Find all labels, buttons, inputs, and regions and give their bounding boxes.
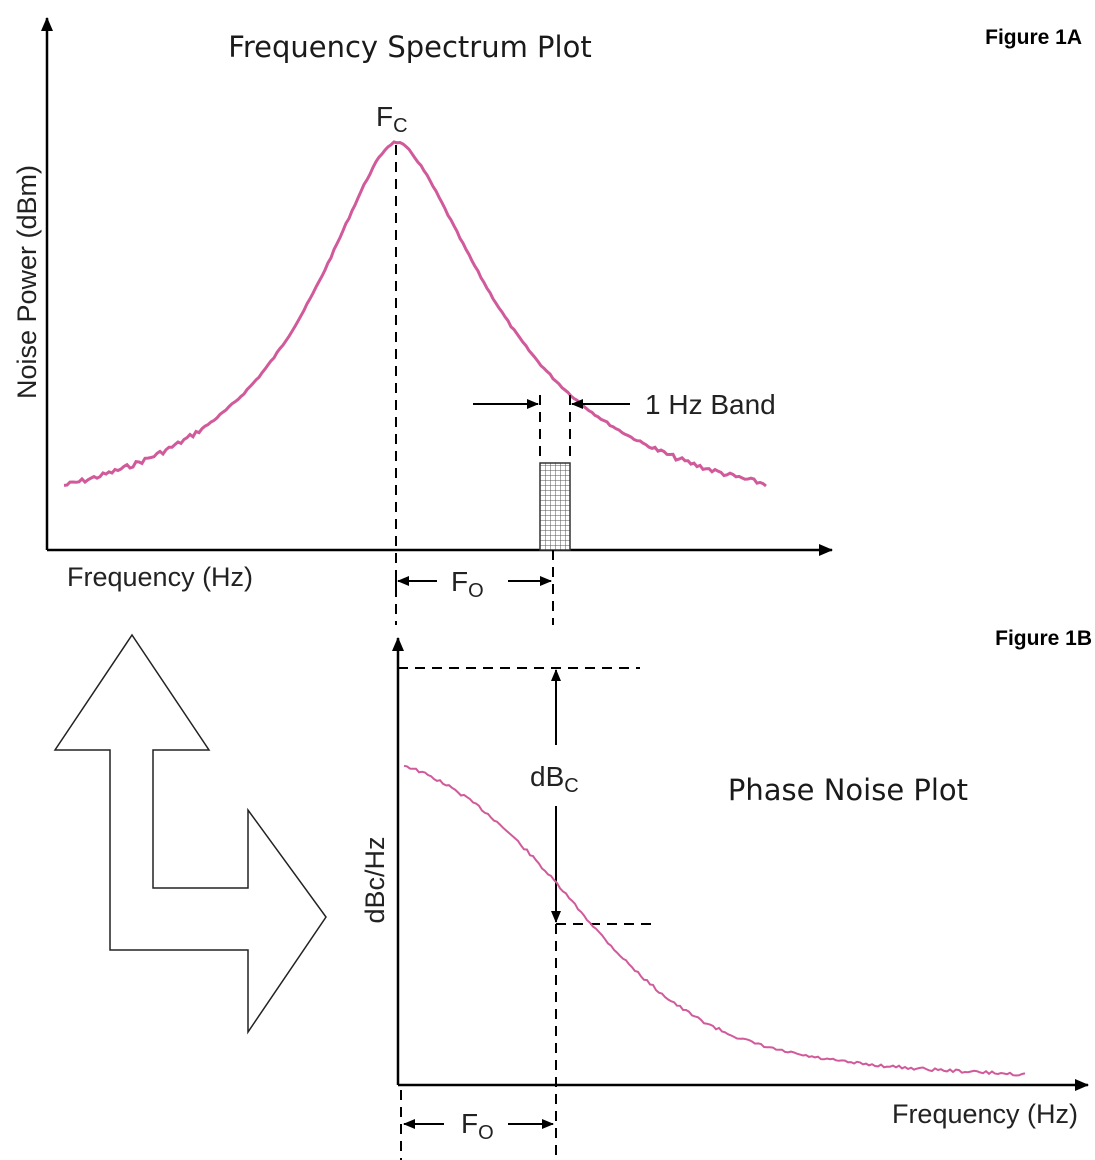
carrier-frequency-label: FC	[376, 101, 408, 137]
phase-noise-y-axis-label: dBc/Hz	[360, 836, 390, 923]
bent-up-right-arrow-icon	[53, 633, 327, 1035]
spectrum-x-axis-label: Frequency (Hz)	[67, 562, 253, 592]
figure-1b-label: Figure 1B	[995, 627, 1092, 650]
one-hz-band-box	[539, 462, 571, 551]
dbc-label: dBC	[530, 761, 579, 797]
figure-1b: Figure 1B Phase Noise Plot dBc/Hz Freque…	[360, 627, 1092, 1160]
spectrum-curve	[63, 140, 767, 488]
phase-noise-curve	[403, 764, 1026, 1077]
one-hz-band-label: 1 Hz Band	[645, 389, 776, 420]
phase-noise-x-axis-label: Frequency (Hz)	[892, 1099, 1078, 1129]
figure-1a-label: Figure 1A	[985, 26, 1082, 49]
spectrum-plot-title: Frequency Spectrum Plot	[228, 30, 591, 64]
phase-noise-plot-title: Phase Noise Plot	[728, 773, 968, 807]
figure-1a: Figure 1A Frequency Spectrum Plot Noise …	[12, 17, 1082, 625]
offset-frequency-label-a: FO	[451, 566, 484, 602]
spectrum-y-axis-label: Noise Power (dBm)	[12, 165, 42, 399]
offset-frequency-label-b: FO	[461, 1108, 494, 1144]
